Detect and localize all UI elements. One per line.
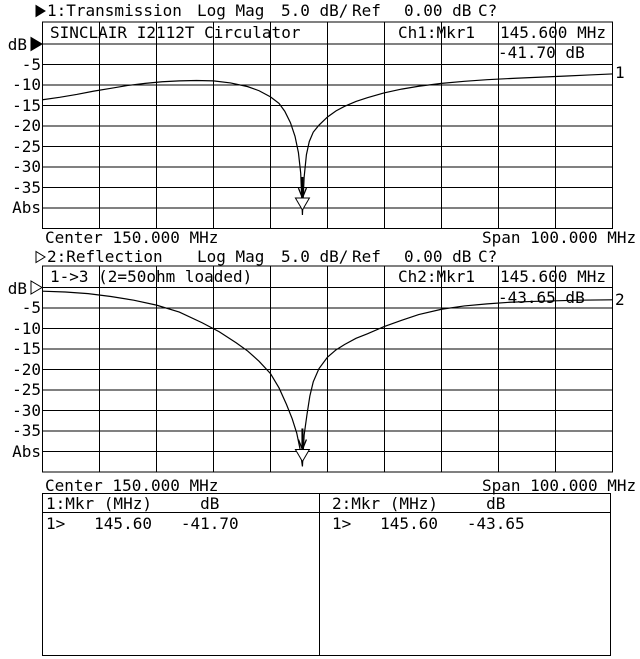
y-axis-tick-label: -30 [12,400,41,420]
y-axis-tick-label: -35 [12,177,41,197]
ch1-ref-label: Ref [352,1,381,20]
ch2-marker-channel: Ch2:Mkr1 [398,267,476,286]
ch1-ref-value: 0.00 dB [404,1,472,20]
ch1-format-label: Log Mag [197,1,265,20]
marker-arrow-icon [297,439,304,450]
ref-level-triangle-icon [30,280,43,295]
y-axis-tick-label: -25 [12,380,41,399]
ch2-marker-value: -43.65 dB [498,287,585,307]
y-axis-abs-label: Abs [12,441,41,461]
ch1-scale-label: 5.0 dB/ [281,1,349,20]
ch1-span: Span 100.000 MHz [482,227,637,247]
ch2-cal-status: C? [478,247,498,266]
ch2-format-label: Log Mag [197,247,265,266]
y-axis-tick-label: -5 [21,54,41,74]
y-axis-tick-label: -20 [12,116,41,135]
y-axis-tick-label: -10 [12,75,41,94]
trace-1-line [42,73,613,215]
ch2-device-title: 1->3 (2=50ohm loaded) [50,267,253,286]
mkr-table-2-row: 1> 145.60 -43.65 [332,514,525,533]
y-axis-tick-label: -35 [12,421,41,440]
marker-arrow-icon [297,187,304,199]
y-axis-abs-label: Abs [12,198,41,217]
y-axis-tick-label: -20 [12,359,41,379]
ch1-marker-frequency: 145.600 MHz [500,22,606,42]
ch2-center-frequency: Center 150.000 MHz [45,476,219,495]
trace-2-line [42,290,613,467]
ch2-span: Span 100.000 MHz [482,476,637,495]
ch2-scale-label: 5.0 dB/ [281,247,349,266]
y-axis-tick-label: -10 [12,318,41,338]
y-axis-tick-label: -15 [12,339,41,358]
marker-table-border [42,493,611,656]
ch1-marker-value: -41.70 dB [498,43,585,62]
ch1-device-title: SINCLAIR I2112T Circulator [50,22,301,42]
mkr-table-1-header: 1:Mkr (MHz) dB [46,494,220,513]
y-axis-tick-label: -15 [12,95,41,115]
y-axis-unit: dB [7,278,27,298]
ch2-trace-mode-label: 2:Reflection [47,247,163,266]
ch2-ref-label: Ref [352,247,381,266]
ref-level-triangle-icon [30,36,43,52]
y-axis-tick-label: -25 [12,136,41,156]
mkr-table-1-row: 1> 145.60 -41.70 [46,514,239,533]
trace1-number-label: 1 [615,63,625,82]
ch2-marker-frequency: 145.600 MHz [500,267,606,286]
y-axis-unit: dB [7,35,27,54]
y-axis-tick-label: -30 [12,157,41,176]
ch2-ref-value: 0.00 dB [404,247,472,266]
ch1-center-frequency: Center 150.000 MHz [45,227,219,247]
ch1-trace-mode-label: 1:Transmission [47,1,182,20]
channel-active-triangle-icon [35,4,46,18]
mkr-table-2-header: 2:Mkr (MHz) dB [332,494,506,513]
ch1-marker-channel: Ch1:Mkr1 [398,22,476,42]
trace2-number-label: 2 [615,290,625,309]
marker-arrow-icon [301,187,308,199]
channel-active-triangle-icon [35,250,46,264]
marker-arrow-icon [301,439,308,450]
y-axis-tick-label: -5 [21,298,41,317]
ch1-cal-status: C? [478,1,498,20]
